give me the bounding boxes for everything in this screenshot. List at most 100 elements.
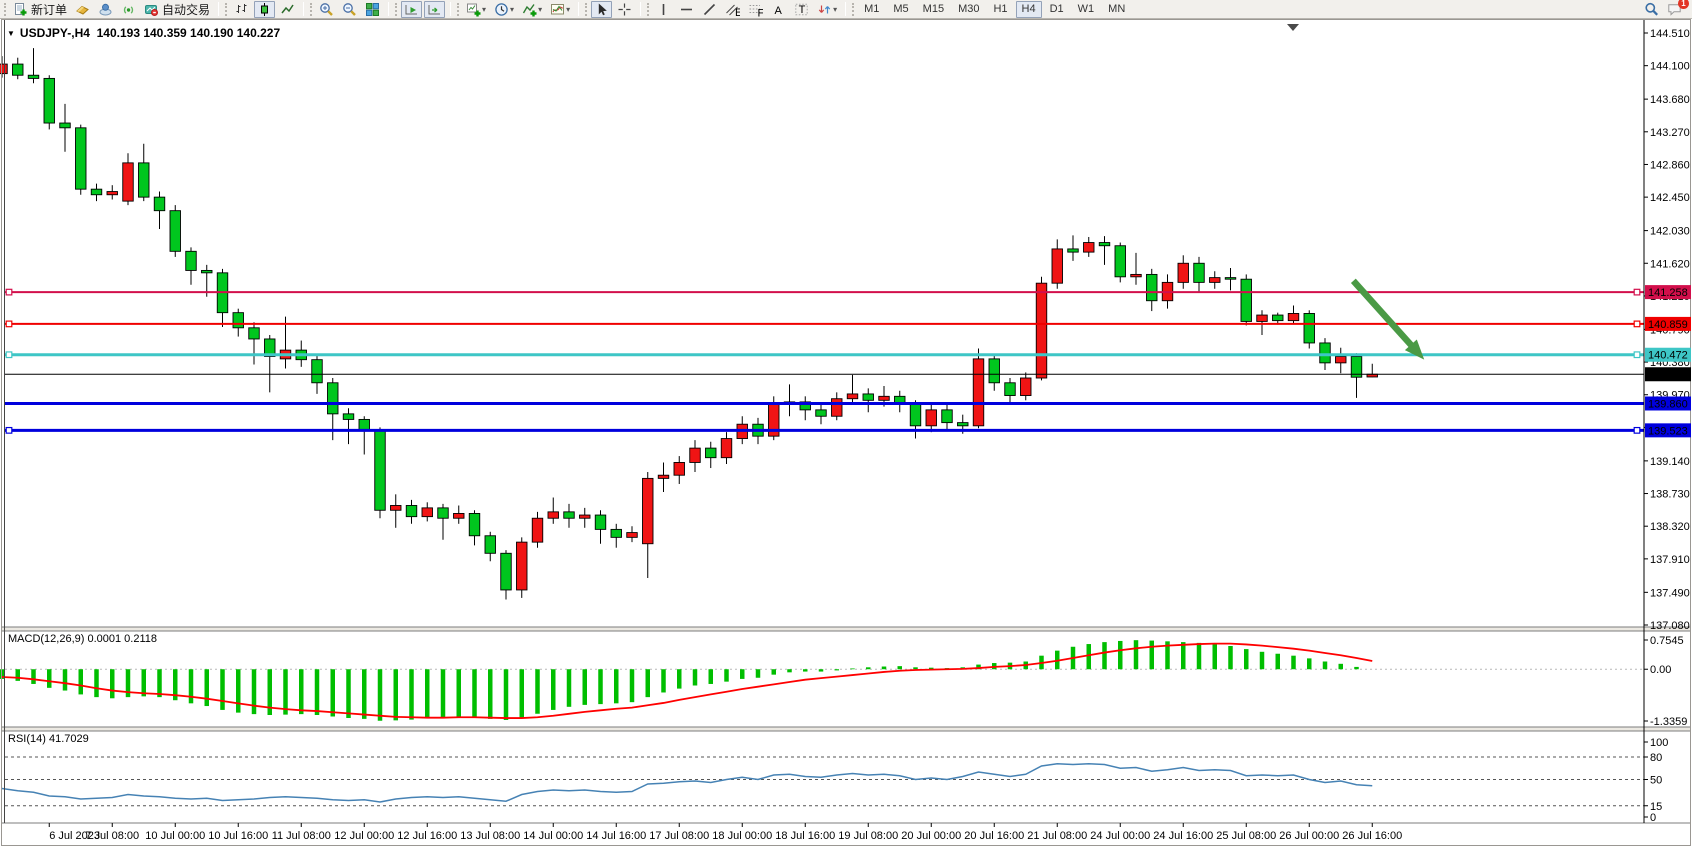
toolbar-group: M1 M5 M15 M30 H1 H4 D1 W1 MN xyxy=(857,0,1132,19)
chevron-down-icon: ▾ xyxy=(482,4,487,14)
new-chart-button[interactable]: ▾ xyxy=(463,1,489,18)
virtual-hosting-button[interactable] xyxy=(95,1,116,18)
toolbar-separator xyxy=(218,2,220,16)
chart-symbol-period: USDJPY-,H4 xyxy=(19,26,90,40)
toolbar-grip-handle[interactable] xyxy=(457,2,460,16)
toolbar-group xyxy=(230,0,299,19)
svg-text:138.320: 138.320 xyxy=(1650,521,1690,533)
svg-text:0: 0 xyxy=(1650,812,1656,824)
hline-selection-handle xyxy=(1633,426,1641,434)
hline-141258[interactable] xyxy=(5,288,1644,296)
vertical-line-button[interactable] xyxy=(653,1,674,18)
text-label-button[interactable]: T xyxy=(791,1,812,18)
zoom-in-button[interactable] xyxy=(316,1,337,18)
candlestick-mode-button[interactable] xyxy=(254,0,276,18)
periods-button[interactable]: ▾ xyxy=(491,1,517,18)
hline-selection-handle xyxy=(5,288,13,296)
chart-window: ▼ USDJPY-,H4 140.193 140.359 140.190 140.… xyxy=(0,19,1692,846)
toolbar-separator xyxy=(450,2,452,16)
chevron-down-icon: ▾ xyxy=(833,4,838,14)
macd-indicator-label: MACD(12,26,9) 0.0001 0.2118 xyxy=(8,633,157,645)
equidistant-channel-button[interactable]: E xyxy=(722,1,743,19)
svg-text:144.510: 144.510 xyxy=(1650,28,1690,40)
svg-text:6 Jul 2023: 6 Jul 2023 xyxy=(49,830,100,842)
templates-button[interactable]: ▾ xyxy=(547,1,573,18)
hline-selection-handle xyxy=(5,426,13,434)
toolbar-grip-handle[interactable] xyxy=(225,2,228,16)
svg-text:24 Jul 00:00: 24 Jul 00:00 xyxy=(1090,830,1150,842)
toolbar-grip-handle[interactable] xyxy=(310,2,313,16)
hline-140472[interactable] xyxy=(5,351,1644,359)
toolbar-grip-handle[interactable] xyxy=(647,2,650,16)
signal-icon xyxy=(121,2,136,17)
line-chart-mode-button[interactable] xyxy=(277,1,298,18)
svg-text:25 Jul 08:00: 25 Jul 08:00 xyxy=(1216,830,1276,842)
search-button[interactable] xyxy=(1641,1,1662,18)
text-button[interactable]: A xyxy=(768,1,789,18)
line-chart-icon xyxy=(280,2,295,17)
market-watch-button[interactable] xyxy=(72,1,93,18)
main-toolbar: 新订单 自动交易 ▾ ▾ ▾ ▾ E F A T ▾ M1 M5 M15 M30 H1 H4 D1 W1 MN 1 xyxy=(0,0,1692,19)
svg-text:142.450: 142.450 xyxy=(1650,192,1690,204)
tf-m15-button[interactable]: M15 xyxy=(917,1,950,18)
zoom-out-icon xyxy=(342,2,357,17)
tf-d1-button[interactable]: D1 xyxy=(1044,1,1070,18)
svg-text:140.472: 140.472 xyxy=(1648,350,1688,362)
new-order-button[interactable]: 新订单 xyxy=(10,1,70,18)
one-click-trading-arrow-icon[interactable]: ▼ xyxy=(7,29,15,38)
price-axis[interactable]: 144.510 144.100 143.680 143.270 142.860 142.4… xyxy=(1644,28,1690,632)
horizontal-line-button[interactable] xyxy=(676,1,697,18)
svg-text:19 Jul 08:00: 19 Jul 08:00 xyxy=(838,830,898,842)
tf-m30-button[interactable]: M30 xyxy=(952,1,985,18)
hline-140859[interactable] xyxy=(5,320,1644,328)
tf-m5-button[interactable]: M5 xyxy=(887,1,914,18)
chart-title: ▼ USDJPY-,H4 140.193 140.359 140.190 140.… xyxy=(7,26,280,40)
svg-text:7 Jul 08:00: 7 Jul 08:00 xyxy=(85,830,139,842)
toolbar-grip-handle[interactable] xyxy=(852,2,855,16)
svg-text:T: T xyxy=(799,4,806,16)
autotrading-button[interactable]: 自动交易 xyxy=(141,1,213,18)
trend-arrow-annotation[interactable] xyxy=(1350,278,1425,360)
tf-h1-label: H1 xyxy=(993,3,1008,15)
toolbar-grip-handle[interactable] xyxy=(585,2,588,16)
svg-text:14 Jul 00:00: 14 Jul 00:00 xyxy=(523,830,583,842)
template-icon xyxy=(550,2,565,17)
notifications-button[interactable]: 1 xyxy=(1664,0,1689,18)
hline-139523[interactable] xyxy=(5,426,1644,434)
vline-icon xyxy=(656,2,671,17)
tf-m1-button[interactable]: M1 xyxy=(858,1,885,18)
tile-windows-button[interactable] xyxy=(362,1,383,18)
search-icon xyxy=(1644,2,1659,17)
toolbar-grip-handle[interactable] xyxy=(4,2,7,16)
tf-w1-button[interactable]: W1 xyxy=(1072,1,1101,18)
cursor-button[interactable] xyxy=(591,0,613,18)
chart-canvas[interactable]: 144.510 144.100 143.680 143.270 142.860 142.4… xyxy=(0,19,1692,846)
label-icon: T xyxy=(794,2,809,17)
svg-text:12 Jul 16:00: 12 Jul 16:00 xyxy=(397,830,457,842)
bar-chart-mode-button[interactable] xyxy=(231,1,252,18)
chart-shift-marker[interactable] xyxy=(1287,24,1299,31)
tf-h4-button[interactable]: H4 xyxy=(1015,0,1042,18)
tf-mn-button[interactable]: MN xyxy=(1102,1,1131,18)
signals-button[interactable] xyxy=(118,1,139,18)
new-order-label: 新订单 xyxy=(31,2,68,17)
trendline-button[interactable] xyxy=(699,1,720,18)
svg-text:140.859: 140.859 xyxy=(1648,319,1688,331)
toolbar-group xyxy=(315,0,384,19)
crosshair-button[interactable] xyxy=(614,1,635,18)
tile-windows-icon xyxy=(365,2,380,17)
toolbar-grip-handle[interactable] xyxy=(395,2,398,16)
svg-text:26 Jul 16:00: 26 Jul 16:00 xyxy=(1342,830,1402,842)
tf-h1-button[interactable]: H1 xyxy=(987,1,1013,18)
indicators-button[interactable]: ▾ xyxy=(519,1,545,18)
toolbar-separator xyxy=(388,2,390,16)
chart-shift-button[interactable] xyxy=(424,0,446,18)
arrows-button[interactable]: ▾ xyxy=(814,1,840,18)
auto-scroll-button[interactable] xyxy=(401,0,423,18)
text-icon: A xyxy=(771,2,786,17)
fibonacci-retracement-button[interactable]: F xyxy=(745,1,766,19)
zoom-out-button[interactable] xyxy=(339,1,360,18)
svg-text:137.080: 137.080 xyxy=(1650,620,1690,632)
svg-text:139.140: 139.140 xyxy=(1650,456,1690,468)
